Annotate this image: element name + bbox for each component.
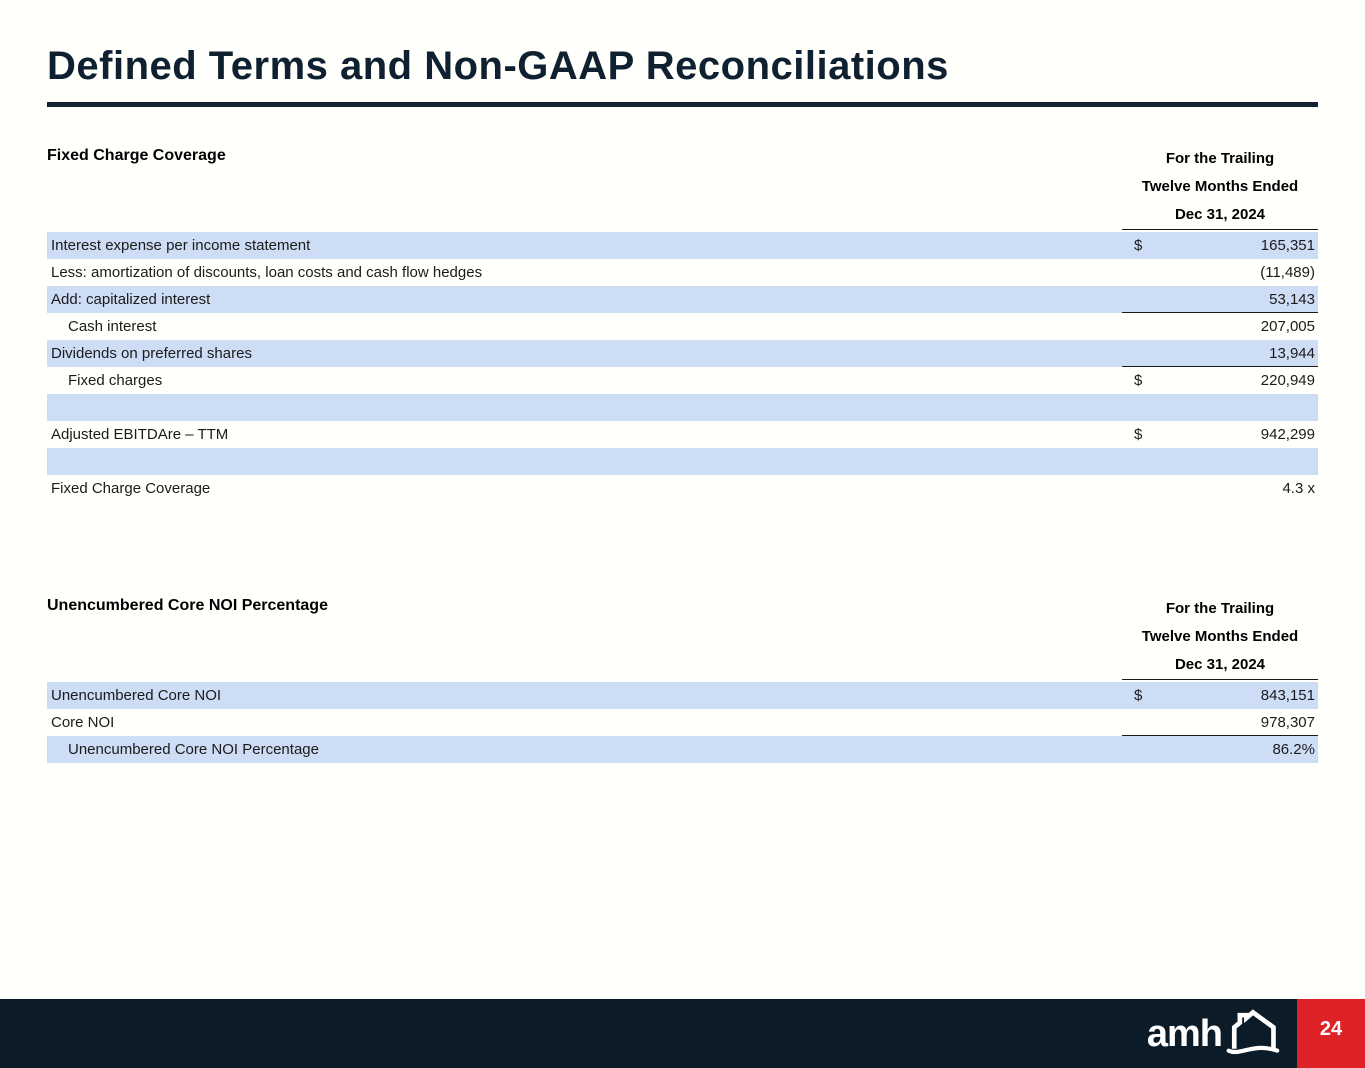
row-label: Fixed charges xyxy=(68,372,163,389)
table-row: Fixed charges $220,949 xyxy=(47,367,1318,394)
table-row: Add: capitalized interest 53,143 xyxy=(47,286,1318,313)
row-value: 220,949 xyxy=(1260,372,1315,389)
period-line: Twelve Months Ended xyxy=(1141,178,1299,195)
section-header: Fixed Charge Coverage For the Trailing T… xyxy=(47,145,1318,230)
section-heading: Fixed Charge Coverage xyxy=(47,147,226,164)
unencumbered-core-noi-section: Unencumbered Core NOI Percentage For the… xyxy=(47,595,1318,763)
row-label: Add: capitalized interest xyxy=(51,291,211,308)
table-row: Interest expense per income statement $1… xyxy=(47,232,1318,259)
amh-logo: amh xyxy=(1146,1008,1280,1057)
dollar-sign: $ xyxy=(1134,237,1143,254)
table-row: Core NOI 978,307 xyxy=(47,709,1318,736)
row-value: 86.2% xyxy=(1272,741,1315,758)
table-row: Cash interest 207,005 xyxy=(47,313,1318,340)
title-rule xyxy=(47,102,1318,107)
row-label: Dividends on preferred shares xyxy=(51,345,252,362)
row-label: Core NOI xyxy=(51,714,115,731)
row-value: 978,307 xyxy=(1260,713,1315,731)
row-label: Interest expense per income statement xyxy=(51,237,311,254)
period-line: Dec 31, 2024 xyxy=(1174,206,1266,223)
unencumbered-core-noi-table: Unencumbered Core NOI $843,151 Core NOI … xyxy=(47,682,1318,763)
table-row-spacer xyxy=(47,394,1318,421)
row-value: (11,489) xyxy=(1260,264,1315,281)
section-heading: Unencumbered Core NOI Percentage xyxy=(47,597,328,614)
row-value: 13,944 xyxy=(1269,344,1315,362)
row-label xyxy=(47,448,1122,475)
row-label: Cash interest xyxy=(68,318,157,335)
row-label: Unencumbered Core NOI Percentage xyxy=(68,741,319,758)
page-number: 24 xyxy=(1319,1018,1343,1040)
page-number-badge: 24 xyxy=(1297,999,1365,1068)
row-label: Unencumbered Core NOI xyxy=(51,687,222,704)
house-icon xyxy=(1226,1008,1280,1054)
table-row: Fixed Charge Coverage 4.3 x xyxy=(47,475,1318,502)
table-row: Unencumbered Core NOI Percentage 86.2% xyxy=(47,736,1318,763)
dollar-sign: $ xyxy=(1134,426,1143,443)
period-line: For the Trailing xyxy=(1165,150,1275,167)
dollar-sign: $ xyxy=(1134,687,1143,704)
table-row: Less: amortization of discounts, loan co… xyxy=(47,259,1318,286)
period-header: For the Trailing Twelve Months Ended Dec… xyxy=(1122,145,1318,230)
slide-content: Defined Terms and Non-GAAP Reconciliatio… xyxy=(0,44,1365,763)
table-row: Adjusted EBITDAre – TTM $942,299 xyxy=(47,421,1318,448)
row-value: 207,005 xyxy=(1260,318,1315,335)
period-header: For the Trailing Twelve Months Ended Dec… xyxy=(1122,595,1318,680)
row-value: 4.3 x xyxy=(1282,480,1315,497)
row-value: 53,143 xyxy=(1269,290,1315,308)
section-header: Unencumbered Core NOI Percentage For the… xyxy=(47,595,1318,680)
period-line: For the Trailing xyxy=(1165,600,1275,617)
period-line: Dec 31, 2024 xyxy=(1174,656,1266,673)
period-line: Twelve Months Ended xyxy=(1141,628,1299,645)
table-row-spacer xyxy=(47,448,1318,475)
row-value: 165,351 xyxy=(1260,237,1315,254)
row-value: 942,299 xyxy=(1260,426,1315,443)
fixed-charge-coverage-table: Interest expense per income statement $1… xyxy=(47,232,1318,502)
row-label: Less: amortization of discounts, loan co… xyxy=(51,264,483,281)
table-row: Unencumbered Core NOI $843,151 xyxy=(47,682,1318,709)
dollar-sign: $ xyxy=(1134,372,1143,389)
footer-bar: amh 24 xyxy=(0,999,1365,1068)
row-value: 843,151 xyxy=(1260,687,1315,704)
row-label: Adjusted EBITDAre – TTM xyxy=(51,426,229,443)
row-label xyxy=(47,394,1122,421)
fixed-charge-coverage-section: Fixed Charge Coverage For the Trailing T… xyxy=(47,145,1318,502)
table-row: Dividends on preferred shares 13,944 xyxy=(47,340,1318,367)
page-title: Defined Terms and Non-GAAP Reconciliatio… xyxy=(47,44,949,88)
amh-logo-text: amh xyxy=(1146,1012,1223,1055)
row-label: Fixed Charge Coverage xyxy=(51,480,211,497)
